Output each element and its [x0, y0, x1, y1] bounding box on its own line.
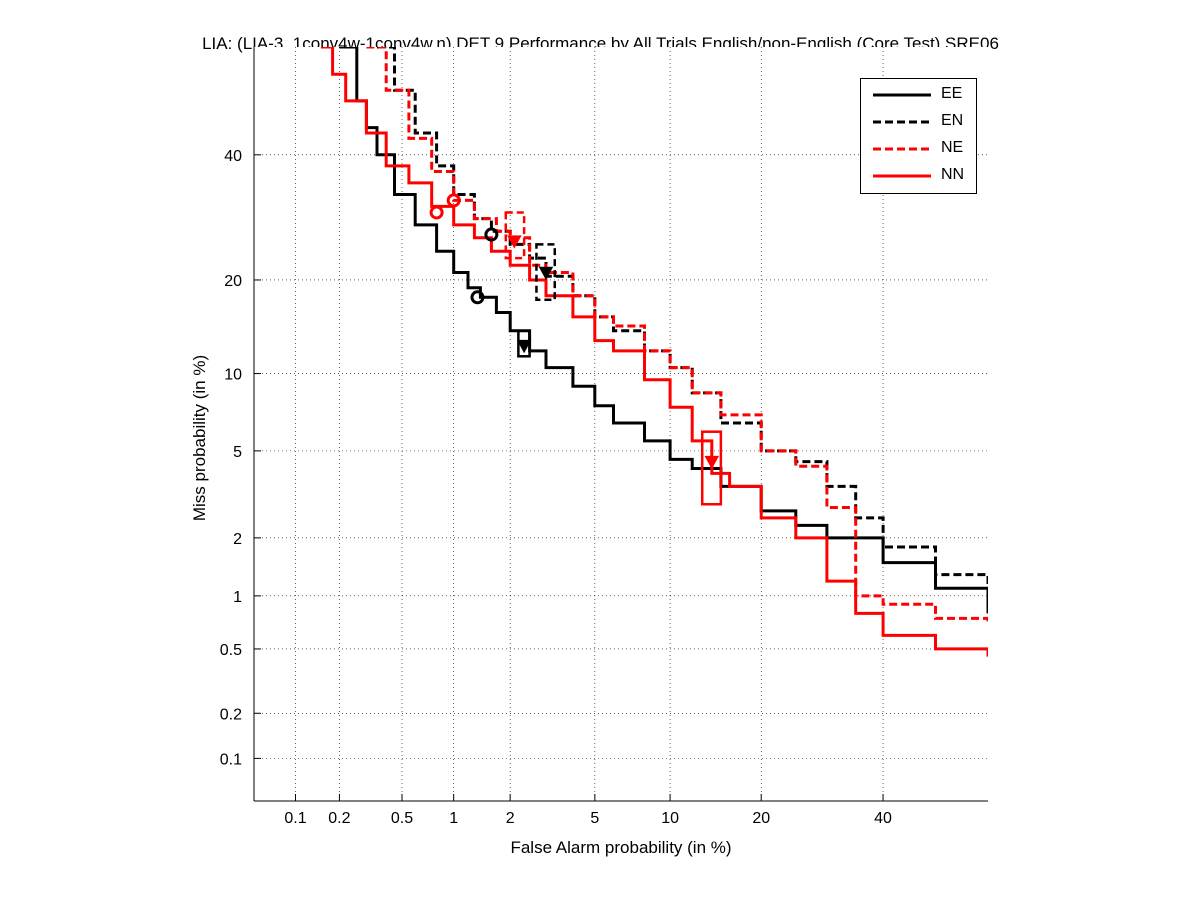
- y-tick-label-5: 5: [233, 444, 242, 461]
- y-tick-label-1: 0.2: [220, 706, 242, 723]
- y-tick-label-8: 40: [224, 148, 242, 165]
- x-tick-label-1: 0.2: [328, 810, 350, 827]
- marker-circle-ne-4: [446, 193, 461, 208]
- marker-triangle-nn-7: [704, 455, 720, 470]
- legend-label-ne: NE: [941, 139, 964, 156]
- confidence-box-en: [535, 243, 557, 301]
- legend-label-ee: EE: [941, 85, 963, 102]
- y-tick-label-4: 2: [233, 531, 242, 548]
- marker-triangle-ne-5: [507, 235, 522, 249]
- series-ne-line: [366, 47, 988, 624]
- x-tick-label-7: 20: [752, 810, 770, 827]
- marker-circle-ee-1: [484, 227, 499, 242]
- x-tick-label-6: 10: [661, 810, 679, 827]
- legend-item-ee: EE: [861, 81, 976, 108]
- y-tick-label-0: 0.1: [220, 751, 242, 768]
- x-tick-label-3: 1: [449, 810, 458, 827]
- x-tick-label-4: 2: [506, 810, 515, 827]
- confidence-box-ee: [517, 329, 531, 358]
- x-tick-label-8: 40: [874, 810, 892, 827]
- legend-item-nn: NN: [861, 162, 976, 189]
- marker-circle-nn-6: [429, 205, 444, 220]
- y-tick-label-6: 10: [224, 367, 242, 384]
- marker-triangle-en-3: [538, 266, 554, 281]
- legend-item-en: EN: [861, 108, 976, 135]
- y-tick-label-3: 1: [233, 589, 242, 606]
- marker-triangle-ee-2: [516, 339, 532, 354]
- legend-swatch-en: [873, 120, 931, 124]
- y-tick-label-7: 20: [224, 273, 242, 290]
- x-tick-label-2: 0.5: [391, 810, 413, 827]
- confidence-box-ne: [504, 211, 526, 260]
- x-axis-label: False Alarm probability (in %): [510, 838, 732, 857]
- legend-swatch-ne: [873, 147, 931, 151]
- legend-item-ne: NE: [861, 135, 976, 162]
- marker-circle-ee-0: [470, 290, 485, 305]
- series-ee-line: [339, 47, 988, 614]
- legend-label-en: EN: [941, 112, 964, 129]
- legend-label-nn: NN: [941, 166, 965, 183]
- series-nn-line: [320, 47, 988, 657]
- x-tick-label-5: 5: [590, 810, 599, 827]
- y-axis-label: Miss probability (in %): [190, 354, 209, 522]
- confidence-box-nn: [700, 430, 723, 506]
- legend-swatch-nn: [873, 174, 931, 178]
- y-tick-label-2: 0.5: [220, 642, 242, 659]
- legend: EE EN NE NN: [860, 78, 977, 194]
- legend-swatch-ee: [873, 93, 931, 97]
- x-tick-label-0: 0.1: [284, 810, 306, 827]
